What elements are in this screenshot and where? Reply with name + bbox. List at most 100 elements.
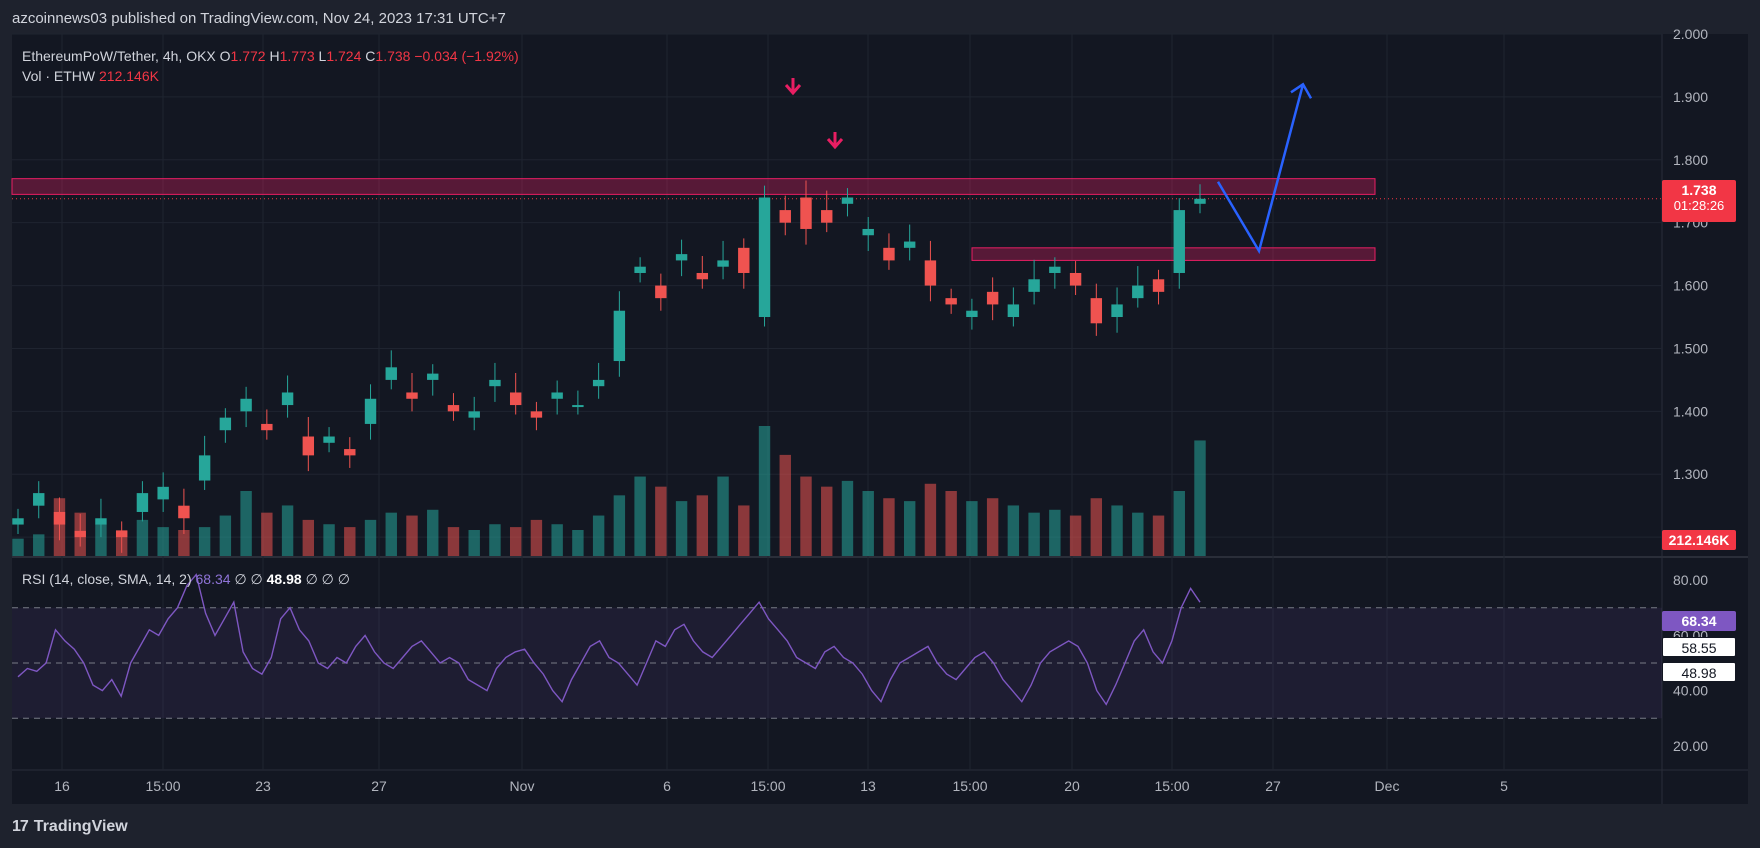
- candle-body: [1194, 198, 1206, 204]
- open-label: O: [219, 48, 231, 64]
- footer: [0, 806, 1760, 848]
- rsi-ma2-price-tag: 48.98: [1662, 662, 1736, 682]
- candle-body: [738, 247, 750, 273]
- time-tick-label: 27: [1265, 778, 1281, 794]
- brand-text: TradingView: [33, 818, 128, 835]
- candle-body: [1173, 210, 1185, 273]
- price-zone: [11, 178, 1376, 195]
- volume-bar: [945, 491, 957, 556]
- volume-bar: [1111, 505, 1123, 556]
- chart-legend: EthereumPoW/Tether, 4h, OKX O1.772 H1.77…: [22, 46, 519, 86]
- candle-body: [281, 392, 294, 406]
- candle-body: [945, 298, 957, 305]
- candle-body: [53, 511, 66, 525]
- candle-body: [74, 530, 86, 538]
- candle-body: [406, 392, 418, 399]
- time-tick-label: 6: [663, 778, 671, 794]
- tradingview-brand[interactable]: 17 TradingView: [12, 818, 128, 836]
- candle-body: [551, 392, 563, 399]
- marker-head: [826, 138, 844, 150]
- volume-bar: [198, 527, 211, 556]
- marker-head: [784, 84, 802, 96]
- volume-label[interactable]: Vol · ETHW: [22, 68, 96, 84]
- volume-bar: [800, 476, 812, 556]
- candle-body: [903, 241, 916, 248]
- volume-bar: [883, 498, 895, 556]
- price-tick-label: 1.600: [1673, 278, 1708, 294]
- volume-bar: [551, 524, 563, 556]
- candle-body: [364, 398, 377, 424]
- down-arrow-marker-icon: [826, 132, 844, 150]
- rsi-value: 68.34: [195, 571, 231, 587]
- price-tick-label: 1.400: [1673, 403, 1708, 419]
- volume-bar: [966, 501, 978, 556]
- time-tick-label: 15:00: [145, 778, 180, 794]
- volume-bar: [509, 527, 522, 556]
- rsi-legend: RSI (14, close, SMA, 14, 2) 68.34 ∅ ∅ 48…: [22, 571, 350, 588]
- candle-body: [675, 254, 688, 261]
- candle-body: [344, 449, 356, 456]
- volume-bar: [12, 538, 24, 556]
- last-price-value: 1.738: [1681, 182, 1717, 198]
- volume-bar: [281, 505, 294, 556]
- volume-bar: [1028, 512, 1040, 556]
- time-tick-label: 15:00: [952, 778, 987, 794]
- resistance-zones: [11, 178, 1662, 261]
- candle-body: [1152, 279, 1165, 292]
- candle-body: [655, 285, 667, 299]
- volume-bar: [986, 498, 999, 556]
- candle-body: [1111, 304, 1123, 318]
- high-value: 1.773: [279, 48, 315, 64]
- candle-body: [717, 260, 729, 267]
- rsi-placeholders-2: ∅ ∅ ∅: [305, 571, 350, 587]
- volume-bar: [136, 519, 149, 556]
- volume-bar: [821, 486, 833, 556]
- volume-bar: [634, 476, 646, 556]
- time-tick-label: 15:00: [750, 778, 785, 794]
- rsi-title[interactable]: RSI (14, close, SMA, 14, 2): [22, 571, 192, 587]
- candle-body: [136, 493, 149, 512]
- chart-frame[interactable]: [12, 34, 1748, 804]
- volume-bars: [12, 426, 1206, 556]
- rsi-ma-value: 48.98: [266, 571, 302, 587]
- rsi-tick-label: 80.00: [1673, 572, 1708, 588]
- candle-body: [758, 197, 771, 318]
- candle-body: [509, 392, 522, 406]
- projection-path: [1216, 83, 1305, 255]
- candle-body: [385, 367, 397, 380]
- volume-bar: [779, 454, 791, 556]
- symbol-title[interactable]: EthereumPoW/Tether, 4h, OKX: [22, 48, 216, 64]
- volume-bar: [758, 426, 771, 556]
- volume-bar: [924, 483, 937, 556]
- rsi-price-tag: 68.34: [1662, 611, 1736, 631]
- candle-body: [924, 260, 937, 286]
- price-tick-label: 1.900: [1673, 89, 1708, 105]
- candle-body: [572, 405, 584, 408]
- candle-body: [883, 247, 895, 261]
- volume-bar: [1132, 512, 1144, 556]
- time-tick-label: Dec: [1375, 778, 1400, 794]
- candle-body: [821, 210, 833, 223]
- candle-body: [841, 197, 854, 204]
- annotations: [784, 78, 1313, 255]
- volume-bar: [219, 515, 232, 556]
- volume-bar: [240, 491, 252, 556]
- volume-bar: [302, 519, 315, 556]
- price-zone: [971, 247, 1376, 261]
- candle-body: [592, 379, 605, 387]
- time-tick-label: 23: [255, 778, 271, 794]
- price-tick-label: 1.300: [1673, 466, 1708, 482]
- candle-body: [986, 291, 999, 305]
- volume-bar: [717, 476, 729, 556]
- volume-price-tag: 212.146K: [1662, 530, 1736, 550]
- volume-bar: [655, 486, 667, 556]
- published-text: azcoinnews03 published on TradingView.co…: [12, 10, 506, 27]
- time-tick-label: 20: [1064, 778, 1080, 794]
- price-tick-label: 1.500: [1673, 340, 1708, 356]
- countdown-value: 01:28:26: [1673, 198, 1725, 213]
- candle-body: [1007, 304, 1020, 318]
- volume-bar: [613, 495, 626, 556]
- high-label: H: [269, 48, 280, 64]
- candle-body: [1028, 279, 1040, 292]
